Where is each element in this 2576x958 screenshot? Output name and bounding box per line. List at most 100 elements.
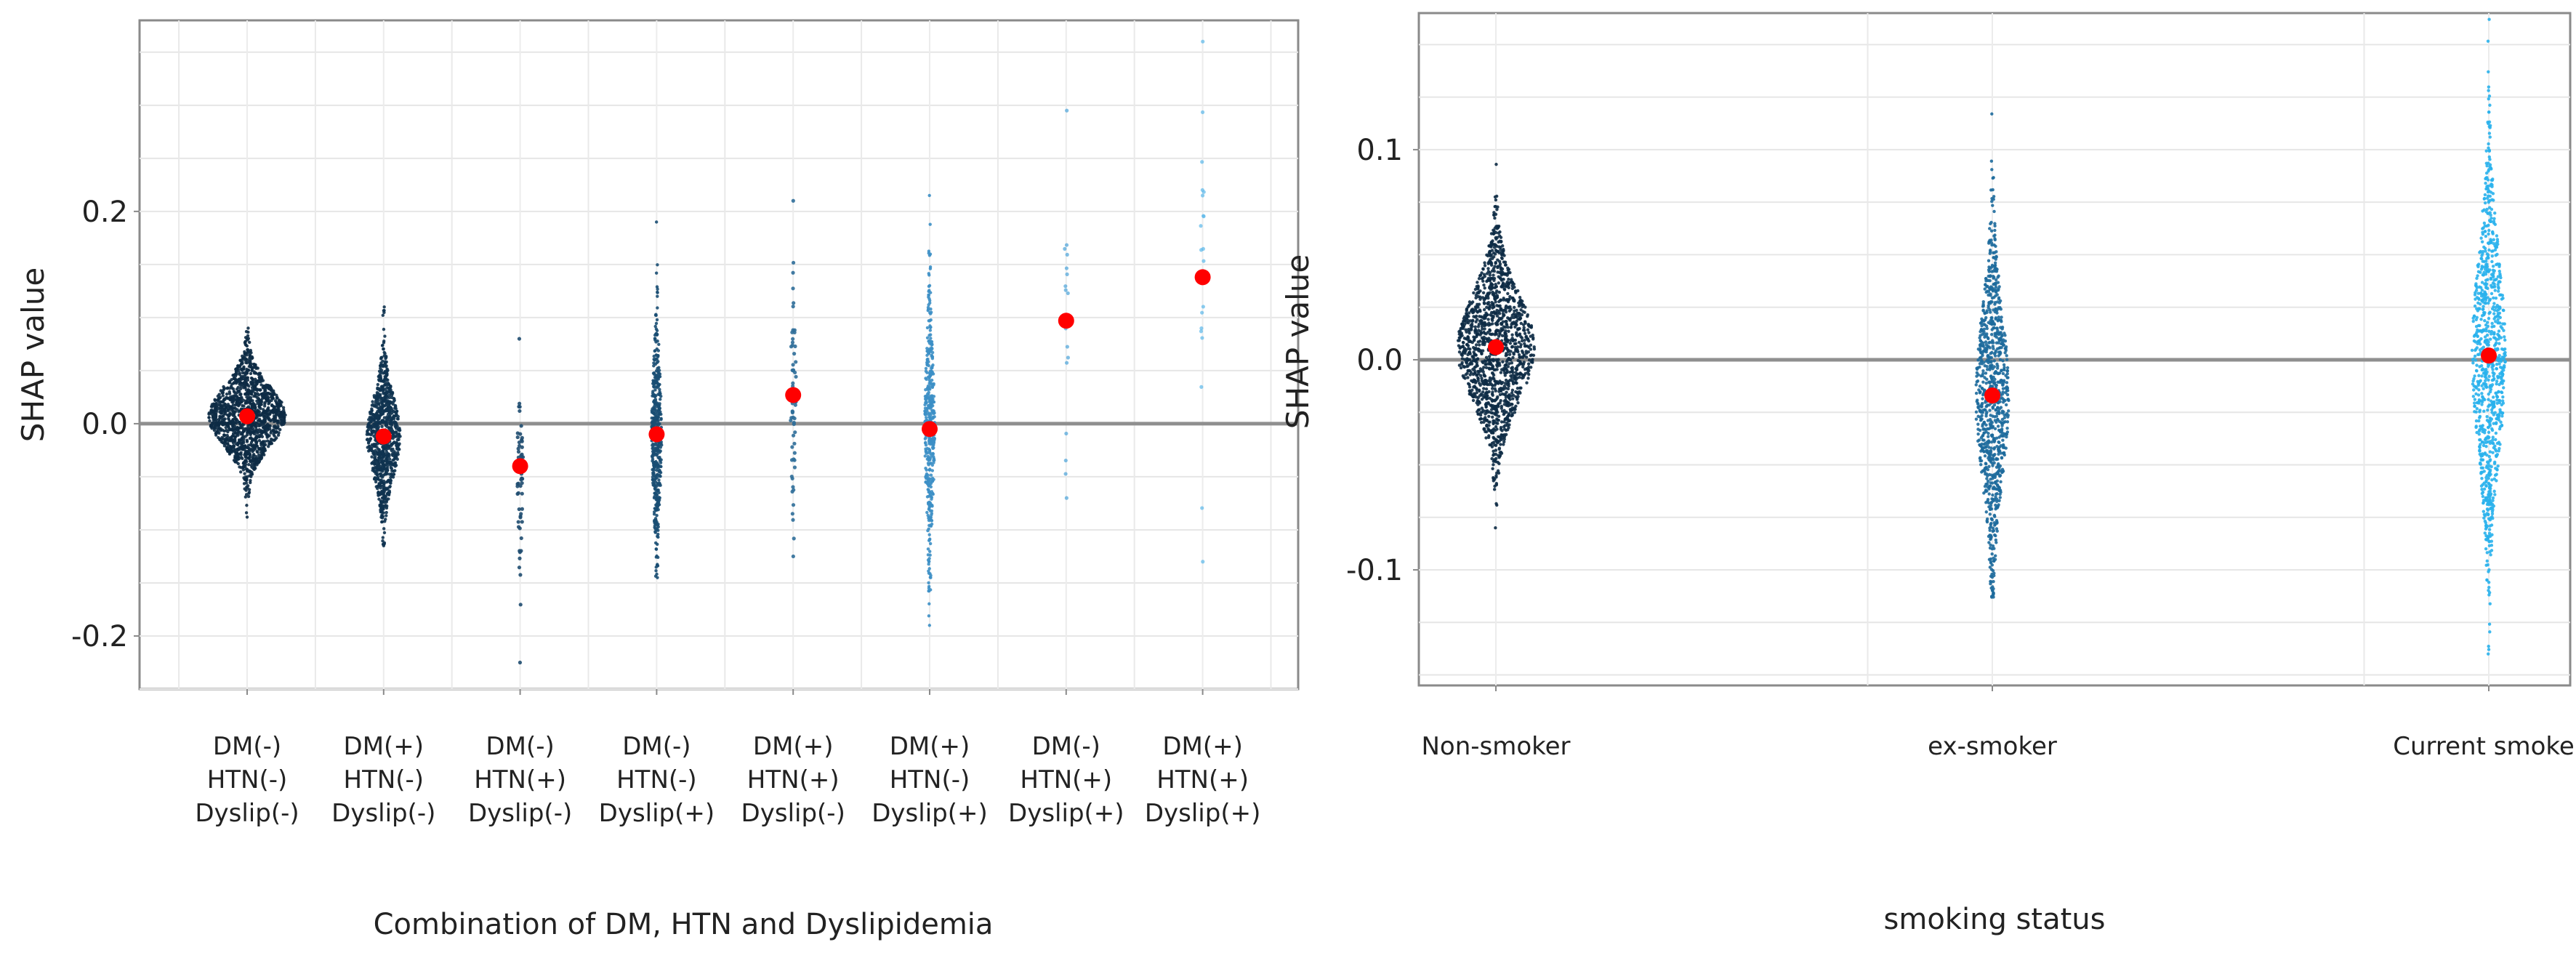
- left-swarm-point: [260, 394, 265, 398]
- left-y-axis-label: SHAP value: [15, 267, 51, 442]
- right-swarm-point: [1468, 382, 1471, 387]
- left-swarm-point: [233, 437, 237, 441]
- right-swarm-point: [1494, 236, 1497, 240]
- left-swarm-point: [656, 411, 660, 415]
- right-swarm-point: [1507, 382, 1510, 386]
- left-swarm-point: [228, 387, 232, 390]
- right-swarm-point: [1530, 360, 1534, 364]
- left-swarm-point: [927, 614, 931, 618]
- left-swarm-point: [250, 472, 254, 476]
- left-swarm-point: [926, 547, 930, 551]
- right-swarm-point: [1508, 362, 1511, 366]
- left-swarm-point: [253, 438, 257, 441]
- left-swarm-point: [925, 474, 928, 478]
- right-swarm-point: [1482, 301, 1486, 305]
- left-swarm-point: [929, 473, 933, 477]
- left-swarm-point: [387, 489, 391, 493]
- left-swarm-point: [241, 468, 246, 472]
- right-swarm-point: [1478, 383, 1482, 387]
- left-swarm-point: [928, 369, 933, 373]
- left-swarm-point: [282, 420, 286, 424]
- right-swarm-point: [1997, 440, 2001, 444]
- left-swarm-point: [926, 375, 930, 379]
- left-swarm-point: [238, 447, 242, 451]
- left-swarm-point: [251, 427, 255, 430]
- left-swarm-point: [256, 450, 259, 454]
- right-swarm-point: [1522, 354, 1526, 358]
- left-swarm-point: [928, 329, 933, 332]
- right-swarm-point: [1984, 371, 1988, 375]
- left-swarm-point: [927, 581, 930, 585]
- left-swarm-point: [243, 435, 247, 438]
- right-swarm-point: [1503, 342, 1508, 347]
- left-swarm-point: [259, 403, 263, 406]
- left-swarm-point: [247, 385, 251, 388]
- left-swarm-point: [392, 416, 396, 421]
- left-swarm-point: [381, 389, 385, 393]
- left-swarm-point: [792, 451, 797, 455]
- right-swarm-point: [1499, 450, 1503, 454]
- left-swarm-point: [384, 518, 387, 521]
- left-swarm-point: [218, 403, 222, 407]
- left-swarm-point: [927, 360, 930, 363]
- right-swarm-point: [1487, 434, 1491, 438]
- left-swarm-point: [237, 438, 241, 442]
- left-swarm-point: [255, 392, 259, 395]
- right-swarm-point: [1493, 265, 1497, 268]
- right-swarm-point: [1496, 403, 1500, 407]
- left-swarm-point: [254, 363, 257, 367]
- left-mean-marker: [785, 387, 802, 403]
- right-swarm-point: [1488, 249, 1492, 254]
- left-swarm-point: [390, 472, 394, 477]
- left-swarm-point: [928, 222, 932, 226]
- right-swarm-point: [1516, 400, 1520, 405]
- left-swarm-point: [655, 554, 659, 558]
- left-swarm-point: [263, 389, 267, 393]
- right-swarm-point: [1512, 321, 1516, 324]
- left-swarm-point: [221, 437, 225, 440]
- left-swarm-point: [659, 417, 663, 422]
- left-swarm-point: [238, 420, 241, 424]
- left-swarm-point: [224, 409, 228, 414]
- left-swarm-point: [375, 452, 379, 456]
- left-swarm-point: [395, 440, 398, 445]
- left-swarm-point: [790, 411, 794, 415]
- left-swarm-point: [388, 406, 393, 409]
- right-swarm-point: [1474, 353, 1478, 357]
- right-swarm-point: [1527, 331, 1531, 334]
- right-swarm-point: [1502, 260, 1506, 264]
- right-swarm-point: [1485, 379, 1489, 384]
- right-swarm-point: [1492, 273, 1495, 277]
- right-swarm-point: [1484, 311, 1488, 315]
- left-y-tick-label: 0.2: [81, 196, 128, 229]
- left-swarm-point: [379, 379, 383, 383]
- left-swarm-point: [520, 491, 524, 496]
- right-swarm-point: [1462, 337, 1467, 340]
- right-swarm-point: [1501, 360, 1505, 364]
- left-swarm-point: [653, 358, 656, 362]
- left-swarm-point: [236, 430, 240, 434]
- right-swarm-point: [1492, 305, 1496, 309]
- right-swarm-point: [1500, 285, 1503, 289]
- right-swarm-point: [2005, 354, 2008, 358]
- left-swarm-point: [217, 397, 220, 400]
- left-swarm-point: [221, 399, 225, 403]
- left-swarm-point: [656, 291, 659, 294]
- left-swarm-point: [518, 573, 523, 577]
- left-swarm-point: [927, 463, 930, 467]
- left-swarm-point: [395, 416, 400, 421]
- right-swarm-point: [1480, 324, 1484, 329]
- left-swarm-point: [793, 370, 797, 375]
- right-swarm-point: [1484, 296, 1488, 300]
- right-swarm-point: [1492, 449, 1495, 453]
- left-swarm-point: [393, 406, 397, 410]
- left-swarm-point: [655, 332, 659, 337]
- left-swarm-point: [656, 354, 660, 358]
- right-swarm-point: [1484, 387, 1489, 391]
- right-swarm-point: [1518, 296, 1522, 299]
- left-swarm-point: [372, 470, 377, 473]
- right-swarm-point: [1529, 334, 1532, 338]
- left-swarm-point: [366, 429, 369, 433]
- left-swarm-point: [382, 354, 386, 358]
- left-swarm-point: [215, 405, 219, 408]
